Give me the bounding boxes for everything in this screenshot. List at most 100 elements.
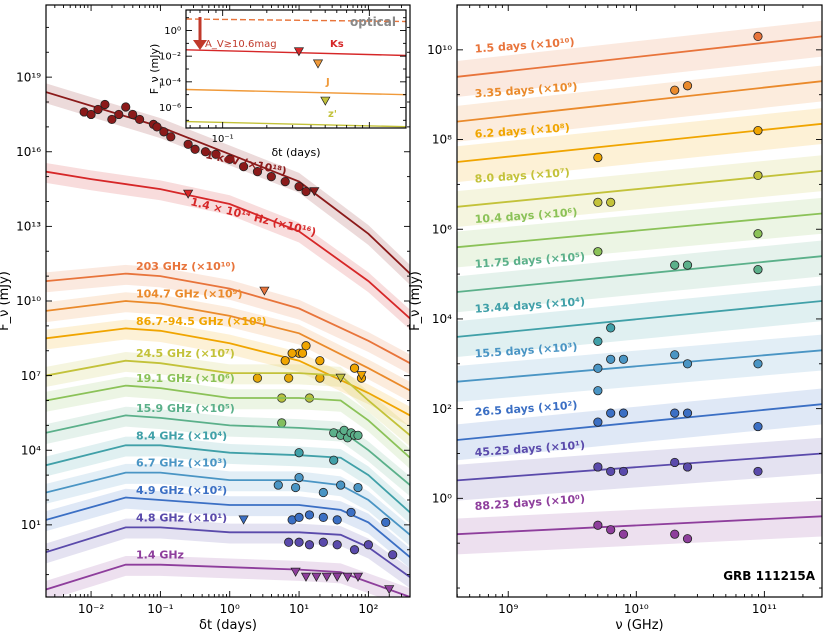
optical-inset-series-1-upper-limit-marker: [293, 47, 305, 57]
light-curve-label-4: 86.7-94.5 GHz (×10⁸): [136, 315, 267, 328]
spectra-y-tick-label: 10⁰: [432, 492, 452, 506]
spectra-series-0-model-line: [457, 35, 822, 78]
spectra-y-tick-label: 10⁴: [432, 312, 452, 326]
spectra-panel: 10⁹ 10¹⁰ 10¹¹ 10⁰ 10² 10⁴ 10⁶ 10⁸ 10¹⁰ ν (GHz) F_ν…: [408, 4, 823, 633]
light-curves-series-0-detection-point: [135, 114, 145, 125]
spectra-series-1-model-line: [457, 80, 822, 123]
light-curves-series-0-detection-point: [128, 109, 138, 120]
inset-label-2: J: [325, 77, 330, 88]
light-curves-series-11-detection-point: [332, 540, 342, 550]
grb-annotation: GRB 111215A: [723, 569, 816, 583]
spectra-series-9-model-line: [457, 452, 822, 482]
light-curves-series-11-detection-point: [304, 540, 315, 550]
spectra-series-8-detection-point: [753, 421, 763, 432]
light-curves-series-4-uncertainty-band: [46, 319, 410, 427]
spectra-series-10-uncertainty-band: [457, 500, 822, 555]
light-curves-series-5-upper-limit-marker: [335, 373, 346, 383]
light-curves-series-9-detection-point: [294, 473, 304, 483]
light-curve-label-7: 15.9 GHz (×10⁵): [136, 402, 235, 415]
light-curves-series-10-detection-point: [346, 507, 356, 518]
light-curves-x-tick-label: 10²: [358, 602, 378, 616]
light-curves-series-0-detection-point: [93, 104, 103, 115]
spectra-series-5-detection-point: [753, 265, 763, 275]
light-curves-series-0-detection-point: [280, 177, 290, 187]
light-curves-series-0-detection-point: [190, 144, 200, 154]
spectra-series-7-model-line: [457, 349, 822, 383]
light-curves-series-10-detection-point: [294, 512, 304, 523]
spectra-series-1-detection-point: [682, 81, 693, 91]
spectra-series-10-model-line: [457, 515, 822, 536]
light-curves-series-12-upper-limit-marker: [352, 572, 364, 582]
light-curves-series-1-model-line: [46, 170, 410, 320]
spectra-series-6-model-line: [457, 300, 822, 338]
spectra-y-tick-label: 10¹⁰: [427, 43, 452, 57]
light-curves-series-0-detection-point: [107, 114, 117, 125]
light-curves-series-12-upper-limit-marker: [300, 572, 312, 582]
light-curves-series-4-detection-point: [349, 363, 360, 373]
light-curves-y-tick-label: 10¹: [21, 518, 41, 532]
spectra-series-7-detection-point: [606, 354, 616, 364]
light-curves-series-0-detection-point: [166, 132, 176, 142]
spectra-series-5-detection-point: [670, 260, 680, 270]
spectra-x-axis-label: ν (GHz): [615, 618, 663, 633]
light-curves-series-6-model-line: [46, 384, 410, 459]
light-curves-series-11-detection-point: [294, 537, 304, 547]
light-curves-y-tick-label: 10¹⁰: [16, 294, 41, 308]
spectra-series-9-detection-point: [753, 466, 763, 477]
spectra-series-5-uncertainty-band: [457, 240, 822, 313]
light-curves-series-0-detection-point: [86, 109, 96, 120]
spectra-series-3-detection-point: [753, 170, 763, 181]
light-curves-x-tick-label: 10⁻¹: [147, 602, 174, 616]
light-curves-series-12-upper-limit-marker: [311, 572, 322, 582]
light-curves-series-4-detection-point: [315, 356, 325, 366]
light-curves-series-9-detection-point: [353, 482, 363, 493]
spectra-series-10-detection-point: [682, 534, 693, 544]
light-curves-series-12-upper-limit-marker: [384, 585, 395, 595]
light-curves-series-10-detection-point: [304, 510, 315, 520]
extinction-label: A_V≳10.6mag: [205, 39, 277, 50]
spectra-series-1-detection-point: [670, 85, 680, 95]
light-curve-label-5: 24.5 GHz (×10⁷): [136, 347, 235, 360]
light-curves-series-12-upper-limit-marker: [290, 567, 301, 577]
light-curve-label-11: 4.8 GHz (×10¹): [136, 511, 227, 524]
spectra-series-10-detection-point: [593, 520, 603, 530]
light-curves-series-3-model-line: [46, 300, 410, 392]
optical-inset-y-tick-label: 10⁻²: [159, 52, 181, 63]
light-curves-y-axis-label: F_ν (mJy): [0, 271, 12, 331]
light-curves-y-tick-label: 10⁴: [21, 443, 41, 457]
spectra-series-7-detection-point: [753, 359, 763, 369]
light-curves-series-11-detection-point: [349, 545, 360, 555]
light-curves-series-0-detection-point: [152, 122, 162, 132]
light-curves-series-12-model-line: [46, 563, 410, 597]
inset-label-0: optical: [350, 15, 396, 29]
light-curves-series-9-detection-point: [290, 482, 301, 493]
light-curves-series-11-detection-point: [318, 537, 328, 547]
spectra-series-7-detection-point: [670, 350, 680, 360]
spectra-series-8-detection-point: [618, 408, 629, 418]
light-curves-series-4-detection-point: [297, 348, 308, 358]
light-curves-series-11-uncertainty-band: [46, 518, 410, 589]
light-curves-series-9-detection-point: [318, 487, 328, 498]
spectra-plot-area: [457, 5, 822, 597]
light-curves-series-10-upper-limit-marker: [238, 515, 249, 525]
spectra-series-10-detection-point: [606, 525, 616, 535]
light-curves-x-tick-label: 10¹: [289, 602, 309, 616]
spectra-series-5-detection-point: [682, 260, 693, 270]
light-curves-series-12-uncertainty-band: [46, 555, 410, 597]
spectra-series-9-detection-point: [606, 466, 616, 477]
optical-inset-y-tick-label: 10⁻⁴: [159, 77, 181, 88]
spectra-frame: [456, 4, 823, 598]
spectra-series-8-detection-point: [593, 417, 603, 427]
spectra-series-10-detection-point: [618, 529, 629, 539]
light-curves-series-10-uncertainty-band: [46, 488, 410, 569]
light-curves-series-0-detection-point: [114, 109, 124, 120]
light-curves-series-11-detection-point: [363, 540, 373, 550]
optical-inset-y-tick-label: 10⁰: [164, 26, 181, 37]
light-curves-series-4-detection-point: [301, 341, 311, 351]
optical-inset-series-1-model-line: [186, 49, 406, 57]
spectra-y-tick-label: 10²: [432, 402, 452, 416]
light-curves-series-4-upper-limit-marker: [356, 371, 367, 381]
spectra-x-tick-label: 10⁹: [498, 602, 518, 616]
optical-inset-series-3-upper-limit-marker: [320, 96, 331, 106]
